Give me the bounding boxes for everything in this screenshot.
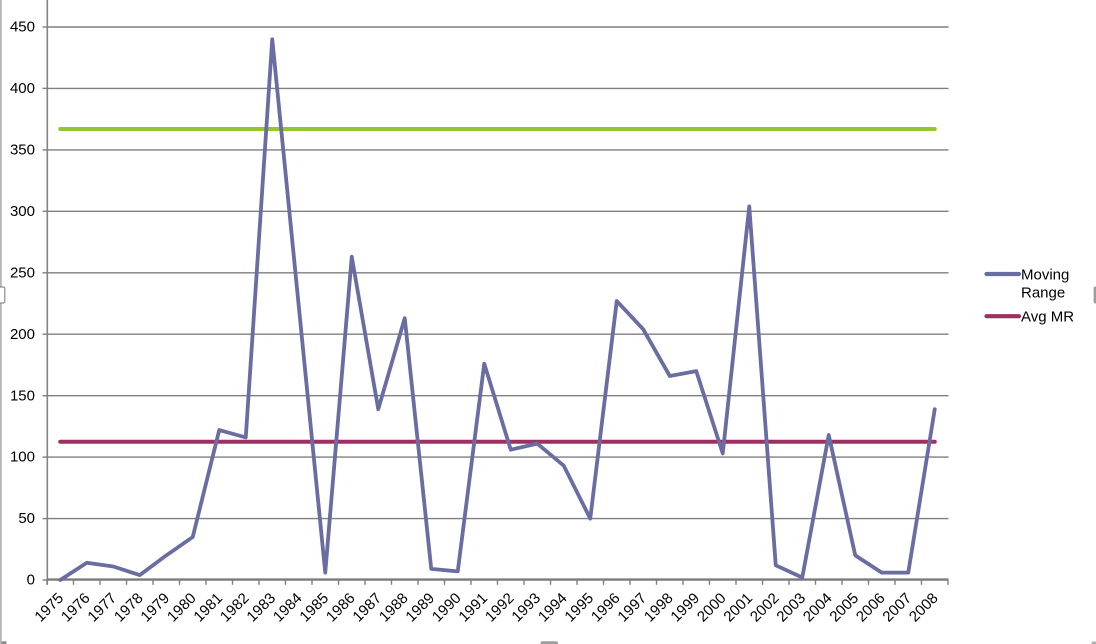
svg-text:1987: 1987 <box>349 590 385 626</box>
svg-text:450: 450 <box>10 19 35 36</box>
svg-text:250: 250 <box>10 264 35 281</box>
svg-text:1978: 1978 <box>111 590 147 626</box>
svg-text:1992: 1992 <box>482 590 518 626</box>
svg-text:1981: 1981 <box>190 590 226 626</box>
svg-text:1975: 1975 <box>31 590 67 626</box>
svg-text:50: 50 <box>18 510 35 527</box>
svg-text:400: 400 <box>10 80 35 97</box>
svg-text:1983: 1983 <box>243 590 279 626</box>
svg-text:1998: 1998 <box>641 590 677 626</box>
svg-text:2006: 2006 <box>853 590 889 626</box>
svg-text:1982: 1982 <box>217 590 253 626</box>
svg-text:150: 150 <box>10 387 35 404</box>
svg-text:2004: 2004 <box>800 590 836 626</box>
svg-text:1976: 1976 <box>58 590 94 626</box>
svg-text:1990: 1990 <box>429 590 465 626</box>
svg-text:1977: 1977 <box>84 590 120 626</box>
svg-text:Moving: Moving <box>1021 267 1069 284</box>
svg-text:1986: 1986 <box>323 590 359 626</box>
svg-text:200: 200 <box>10 326 35 343</box>
svg-text:1985: 1985 <box>296 590 332 626</box>
svg-text:2001: 2001 <box>720 590 756 626</box>
svg-text:350: 350 <box>10 142 35 159</box>
svg-text:2000: 2000 <box>694 590 730 626</box>
svg-text:2005: 2005 <box>826 590 862 626</box>
svg-text:1996: 1996 <box>588 590 624 626</box>
svg-text:1989: 1989 <box>402 590 438 626</box>
svg-text:1993: 1993 <box>508 590 544 626</box>
svg-text:2002: 2002 <box>747 590 783 626</box>
svg-text:2007: 2007 <box>879 590 915 626</box>
svg-text:Range: Range <box>1021 285 1065 302</box>
svg-text:1991: 1991 <box>455 590 491 626</box>
svg-text:1995: 1995 <box>561 590 597 626</box>
svg-text:1979: 1979 <box>137 590 173 626</box>
svg-text:2003: 2003 <box>773 590 809 626</box>
svg-text:1984: 1984 <box>270 590 306 626</box>
svg-text:Avg MR: Avg MR <box>1021 309 1074 326</box>
svg-text:1997: 1997 <box>614 590 650 626</box>
svg-text:1980: 1980 <box>164 590 200 626</box>
svg-text:300: 300 <box>10 203 35 220</box>
svg-text:0: 0 <box>27 572 35 589</box>
svg-text:1999: 1999 <box>667 590 703 626</box>
svg-text:100: 100 <box>10 449 35 466</box>
svg-text:2008: 2008 <box>906 590 942 626</box>
svg-text:1994: 1994 <box>535 590 571 626</box>
svg-text:1988: 1988 <box>376 590 412 626</box>
